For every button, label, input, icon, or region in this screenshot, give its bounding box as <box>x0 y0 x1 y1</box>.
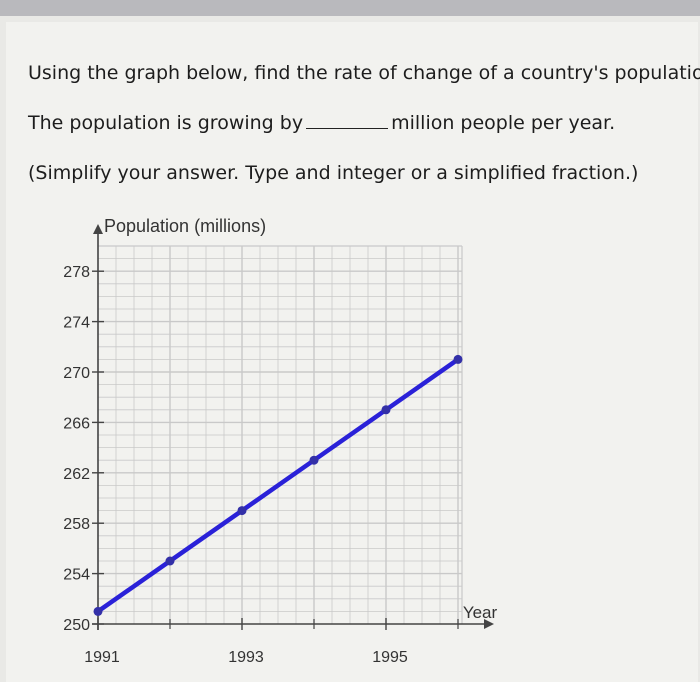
data-point <box>453 354 463 364</box>
y-tick-label: 254 <box>63 567 90 584</box>
answer-suffix: million people per year. <box>391 112 616 134</box>
data-point <box>309 455 319 465</box>
y-tick-label: 266 <box>63 415 90 432</box>
instructions-text: (Simplify your answer. Type and integer … <box>28 162 639 184</box>
grid <box>98 245 463 624</box>
data-point <box>165 556 175 566</box>
x-axis-label: Year <box>463 603 498 622</box>
answer-sentence: The population is growing by million peop… <box>28 112 615 134</box>
x-tick-label: 1993 <box>228 649 264 666</box>
top-band <box>0 0 700 16</box>
answer-input[interactable] <box>306 127 389 129</box>
data-point <box>93 606 103 616</box>
y-tick-label: 262 <box>63 466 90 483</box>
y-tick-label: 274 <box>63 315 90 332</box>
y-tick-label: 278 <box>63 264 90 281</box>
series-line <box>95 357 461 614</box>
y-tick-label: 270 <box>63 365 90 382</box>
axes <box>92 224 494 630</box>
y-tick-label: 258 <box>63 516 90 533</box>
ticks: 250 254 258 262 266 270 274 278 1991 1993 1995 <box>63 264 459 666</box>
data-point <box>237 506 247 516</box>
question-text: Using the graph below, find the rate of … <box>28 62 700 84</box>
data-point <box>381 405 391 415</box>
question-card <box>6 22 698 682</box>
x-tick-label: 1991 <box>84 649 120 666</box>
y-axis-arrow-icon <box>93 224 103 234</box>
x-tick-label: 1995 <box>372 649 408 666</box>
answer-prefix: The population is growing by <box>28 112 304 134</box>
y-tick-label: 250 <box>63 617 90 634</box>
y-axis-label: Population (millions) <box>104 216 266 236</box>
population-series <box>93 354 463 616</box>
x-axis-arrow-icon <box>484 619 494 629</box>
